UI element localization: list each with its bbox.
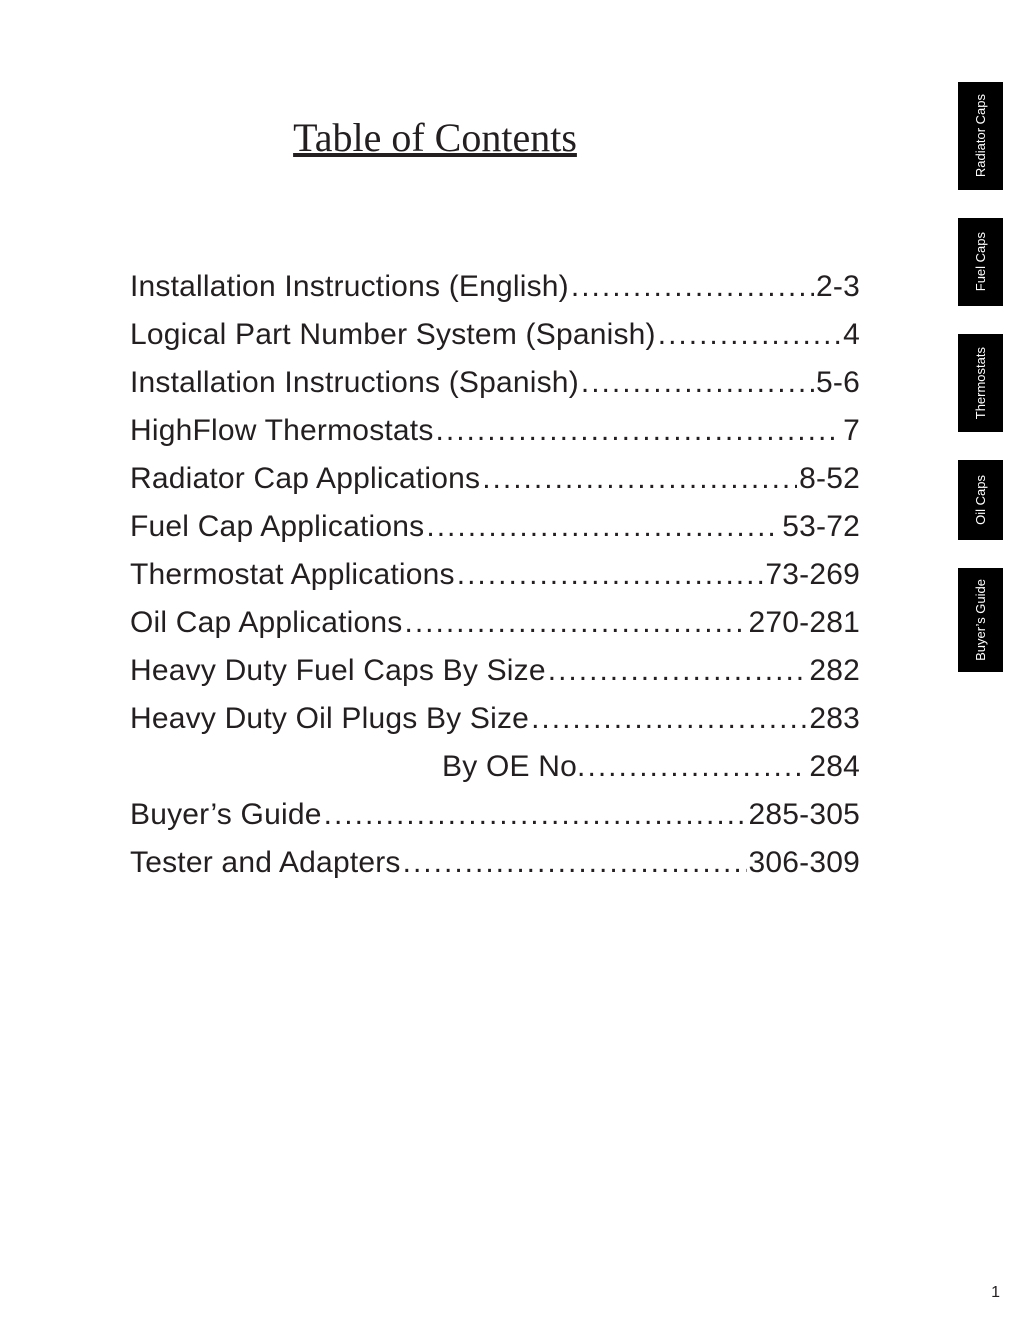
- toc-row: Installation Instructions (Spanish) 5-6: [130, 368, 860, 398]
- toc-leader-dots: [426, 512, 780, 542]
- toc-page: 4: [843, 320, 860, 350]
- toc-row: Heavy Duty Fuel Caps By Size 282: [130, 656, 860, 686]
- side-tab-label: Radiator Caps: [973, 94, 988, 177]
- toc-row: Radiator Cap Applications 8-52: [130, 464, 860, 494]
- toc-page: 2-3: [816, 272, 860, 302]
- toc-leader-dots: [548, 656, 808, 686]
- table-of-contents: Installation Instructions (English) 2-3 Lo…: [130, 272, 860, 896]
- toc-page: 306-309: [749, 848, 861, 878]
- side-tab-label: Oil Caps: [973, 475, 988, 525]
- toc-label: Heavy Duty Fuel Caps By Size: [130, 656, 546, 686]
- toc-row: Oil Cap Applications 270-281: [130, 608, 860, 638]
- toc-leader-dots: [581, 368, 814, 398]
- side-tab[interactable]: Oil Caps: [958, 460, 1003, 540]
- toc-leader-dots: [457, 560, 764, 590]
- toc-page: 73-269: [765, 560, 860, 590]
- toc-leader-dots: [658, 320, 841, 350]
- toc-row: Thermostat Applications 73-269: [130, 560, 860, 590]
- toc-label: Logical Part Number System (Spanish): [130, 320, 656, 350]
- toc-label: Installation Instructions (English): [130, 272, 569, 302]
- toc-row: Installation Instructions (English) 2-3: [130, 272, 860, 302]
- toc-row: Heavy Duty Oil Plugs By Size 283: [130, 704, 860, 734]
- toc-leader-dots: [588, 752, 808, 782]
- toc-label: Radiator Cap Applications: [130, 464, 480, 494]
- toc-page: 284: [809, 752, 860, 782]
- toc-leader-dots: [403, 848, 747, 878]
- toc-label: Thermostat Applications: [130, 560, 455, 590]
- side-tab[interactable]: Buyer’s Guide: [958, 568, 1003, 672]
- toc-leader-dots: [404, 608, 746, 638]
- toc-row: Fuel Cap Applications 53-72: [130, 512, 860, 542]
- side-tab-label: Buyer’s Guide: [973, 579, 988, 661]
- toc-row: By OE No. 284: [130, 752, 860, 782]
- toc-page: 5-6: [816, 368, 860, 398]
- toc-page: 8-52: [799, 464, 860, 494]
- page-title: Table of Contents: [0, 114, 870, 161]
- side-tab[interactable]: Thermostats: [958, 334, 1003, 432]
- side-tab-label: Thermostats: [973, 347, 988, 419]
- toc-leader-dots: [436, 416, 842, 446]
- toc-label: Buyer’s Guide: [130, 800, 322, 830]
- side-tab[interactable]: Radiator Caps: [958, 82, 1003, 190]
- toc-leader-dots: [571, 272, 814, 302]
- toc-row: Logical Part Number System (Spanish) 4: [130, 320, 860, 350]
- toc-row: HighFlow Thermostats 7: [130, 416, 860, 446]
- toc-label: Oil Cap Applications: [130, 608, 402, 638]
- side-tabs: Radiator Caps Fuel Caps Thermostats Oil Cap…: [958, 82, 1003, 700]
- toc-page: 282: [809, 656, 860, 686]
- toc-page: 270-281: [749, 608, 861, 638]
- toc-leader-dots: [324, 800, 747, 830]
- toc-leader-dots: [531, 704, 807, 734]
- toc-label: Installation Instructions (Spanish): [130, 368, 579, 398]
- toc-label: By OE No.: [442, 752, 586, 782]
- toc-leader-dots: [482, 464, 797, 494]
- toc-label: Fuel Cap Applications: [130, 512, 424, 542]
- toc-page: 283: [809, 704, 860, 734]
- toc-page: 53-72: [782, 512, 860, 542]
- page-number: 1: [991, 1284, 1000, 1302]
- side-tab-label: Fuel Caps: [973, 232, 988, 291]
- toc-label: Heavy Duty Oil Plugs By Size: [130, 704, 529, 734]
- toc-row: Buyer’s Guide 285-305: [130, 800, 860, 830]
- toc-row: Tester and Adapters 306-309: [130, 848, 860, 878]
- toc-page: 285-305: [749, 800, 861, 830]
- toc-label: HighFlow Thermostats: [130, 416, 434, 446]
- toc-page: 7: [843, 416, 860, 446]
- side-tab[interactable]: Fuel Caps: [958, 218, 1003, 306]
- toc-label: Tester and Adapters: [130, 848, 401, 878]
